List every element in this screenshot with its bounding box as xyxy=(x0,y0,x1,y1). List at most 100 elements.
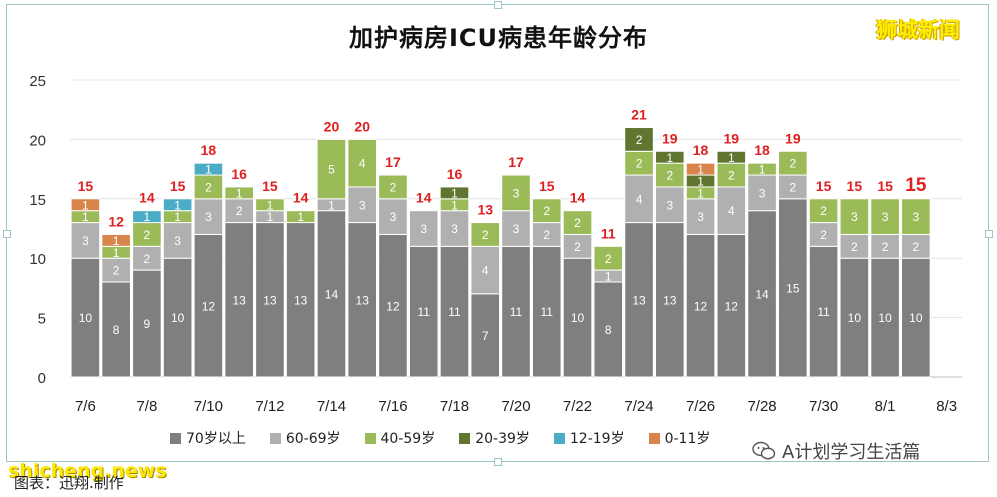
bar-segment xyxy=(716,233,747,378)
bar-segment xyxy=(562,210,593,235)
data-label: 1 xyxy=(82,210,89,224)
data-label: 2 xyxy=(390,180,397,194)
total-label: 19 xyxy=(785,130,801,146)
data-label: 11 xyxy=(417,305,430,319)
resize-handle-left[interactable] xyxy=(3,230,11,238)
data-label: 1 xyxy=(451,186,458,200)
bar-segment xyxy=(255,198,285,212)
bar-segment xyxy=(132,269,162,378)
x-tick-label: 7/22 xyxy=(563,398,592,415)
legend-label: 0-11岁 xyxy=(664,431,711,447)
total-label: 15 xyxy=(847,178,863,194)
data-label: 1 xyxy=(666,151,673,165)
x-tick-label: 7/12 xyxy=(255,398,284,415)
data-label: 1 xyxy=(697,186,704,200)
resize-handle-top[interactable] xyxy=(494,1,502,9)
data-label: 2 xyxy=(144,228,151,242)
bar-segment xyxy=(654,186,685,224)
total-label: 15 xyxy=(905,175,927,196)
data-label: 3 xyxy=(174,234,181,248)
wechat-label: A计划学习生活篇 xyxy=(782,442,921,463)
bar-segment xyxy=(531,245,562,378)
data-label: 1 xyxy=(236,186,243,200)
data-label: 14 xyxy=(755,287,769,301)
data-label: 3 xyxy=(420,222,427,236)
data-label: 2 xyxy=(236,204,243,218)
data-label: 11 xyxy=(817,305,830,319)
bar-segment xyxy=(439,210,470,247)
data-label: 2 xyxy=(636,133,643,147)
resize-handle-bottom[interactable] xyxy=(494,458,502,466)
bar-segment xyxy=(593,281,624,378)
bar-segment xyxy=(747,174,777,212)
bar-segment xyxy=(808,198,839,224)
watermark-logo: 狮城新闻 xyxy=(876,18,960,42)
data-label: 1 xyxy=(697,163,704,177)
data-label: 10 xyxy=(878,311,892,325)
data-label: 2 xyxy=(789,180,796,194)
data-label: 13 xyxy=(232,293,246,307)
data-label: 1 xyxy=(82,198,89,212)
bar-segment xyxy=(470,245,501,295)
total-label: 20 xyxy=(324,118,340,134)
data-label: 3 xyxy=(451,222,458,236)
bar-segment xyxy=(101,281,131,378)
total-label: 12 xyxy=(108,213,124,229)
total-label: 15 xyxy=(539,178,555,194)
data-label: 3 xyxy=(851,210,858,224)
y-tick-label: 10 xyxy=(29,251,46,268)
x-tick-label: 7/14 xyxy=(317,398,346,415)
data-label: 12 xyxy=(202,299,216,313)
data-label: 2 xyxy=(666,169,673,183)
data-label: 13 xyxy=(663,293,677,307)
data-label: 1 xyxy=(728,151,735,165)
data-label: 10 xyxy=(909,311,923,325)
legend-item: 60-69岁 xyxy=(269,428,341,448)
data-label: 3 xyxy=(82,234,89,248)
bar-segment xyxy=(501,174,531,212)
x-tick-label: 7/20 xyxy=(501,398,530,415)
total-label: 14 xyxy=(416,190,432,206)
data-label: 4 xyxy=(728,204,735,218)
bar-segment xyxy=(654,222,685,378)
bar-segment xyxy=(501,245,531,378)
total-label: 21 xyxy=(631,107,647,123)
bar-segment xyxy=(685,162,716,176)
bar-segment xyxy=(255,222,285,378)
bar-segment xyxy=(839,257,870,378)
data-label: 1 xyxy=(113,234,120,248)
data-label: 7 xyxy=(482,329,489,343)
bar-segment xyxy=(70,257,101,378)
resize-handle-right[interactable] xyxy=(985,230,993,238)
bar-segment xyxy=(839,198,870,235)
chart-legend: 70岁以上 60-69岁 40-59岁 20-39岁 12-19岁 0-11岁 xyxy=(170,428,710,448)
data-label: 1 xyxy=(113,246,120,260)
bar-segment xyxy=(562,257,593,378)
data-label: 13 xyxy=(294,293,308,307)
legend-label: 40-59岁 xyxy=(380,431,436,447)
total-label: 17 xyxy=(385,154,401,170)
legend-swatch xyxy=(459,432,471,444)
data-label: 10 xyxy=(571,311,585,325)
bar-segment xyxy=(747,162,777,176)
total-label: 18 xyxy=(754,142,770,158)
total-label: 18 xyxy=(693,142,709,158)
data-label: 13 xyxy=(263,293,277,307)
legend-item: 70岁以上 xyxy=(170,428,246,448)
data-label: 13 xyxy=(356,293,370,307)
bar-segment xyxy=(193,198,224,235)
data-label: 2 xyxy=(728,169,735,183)
data-label: 1 xyxy=(605,270,612,284)
y-tick-label: 25 xyxy=(29,73,46,90)
data-label: 12 xyxy=(694,299,708,313)
total-label: 15 xyxy=(877,178,893,194)
data-label: 2 xyxy=(574,216,581,230)
bar-segment xyxy=(716,150,747,164)
data-label: 11 xyxy=(541,305,554,319)
data-label: 12 xyxy=(725,299,739,313)
bar-segment xyxy=(101,233,131,247)
data-label: 5 xyxy=(328,163,335,177)
data-label: 1 xyxy=(267,198,274,212)
bar-segment xyxy=(70,222,101,259)
